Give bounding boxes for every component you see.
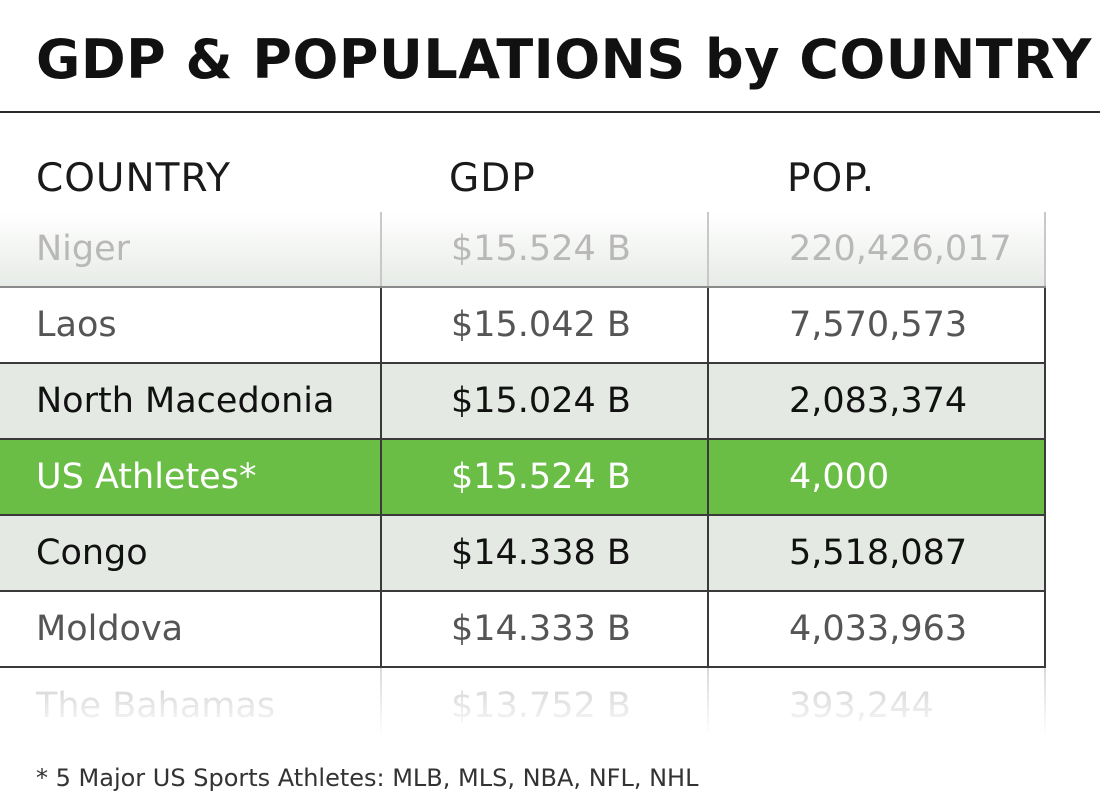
table-row: Congo $14.338 B 5,518,087 <box>0 516 1046 592</box>
column-header-pop: POP. <box>787 156 876 201</box>
country-cell: US Athletes* <box>36 457 257 497</box>
gdp-cell: $15.524 B <box>380 440 707 514</box>
table-row: Niger $15.524 B 220,426,017 <box>0 212 1046 288</box>
table-row: North Macedonia $15.024 B 2,083,374 <box>0 364 1046 440</box>
column-header-country: COUNTRY <box>36 156 231 201</box>
title-divider <box>0 111 1100 113</box>
bottom-fade-overlay <box>0 668 1046 748</box>
gdp-cell: $15.024 B <box>380 364 707 438</box>
gdp-cell: $14.333 B <box>380 592 707 666</box>
pop-cell: 4,033,963 <box>707 592 1046 666</box>
table-row: Moldova $14.333 B 4,033,963 <box>0 592 1046 668</box>
country-cell: Moldova <box>36 609 184 649</box>
pop-cell: 2,083,374 <box>707 364 1046 438</box>
pop-cell: 5,518,087 <box>707 516 1046 590</box>
data-table: Niger $15.524 B 220,426,017 Laos $15.042 B 7,… <box>0 212 1046 748</box>
country-cell: North Macedonia <box>36 381 335 421</box>
pop-cell: 4,000 <box>707 440 1046 514</box>
country-cell: Laos <box>36 305 117 345</box>
table-row: US Athletes* $15.524 B 4,000 <box>0 440 1046 516</box>
country-cell: Congo <box>36 533 148 573</box>
pop-cell: 220,426,017 <box>707 212 1046 286</box>
gdp-cell: $15.524 B <box>380 212 707 286</box>
country-cell: Niger <box>36 229 131 269</box>
gdp-cell: $14.338 B <box>380 516 707 590</box>
pop-cell: 7,570,573 <box>707 288 1046 362</box>
table-row: Laos $15.042 B 7,570,573 <box>0 288 1046 364</box>
footnote: * 5 Major US Sports Athletes: MLB, MLS, … <box>36 764 699 792</box>
gdp-cell: $15.042 B <box>380 288 707 362</box>
page-title: GDP & POPULATIONS by COUNTRY <box>36 28 1092 91</box>
column-header-gdp: GDP <box>449 156 536 201</box>
